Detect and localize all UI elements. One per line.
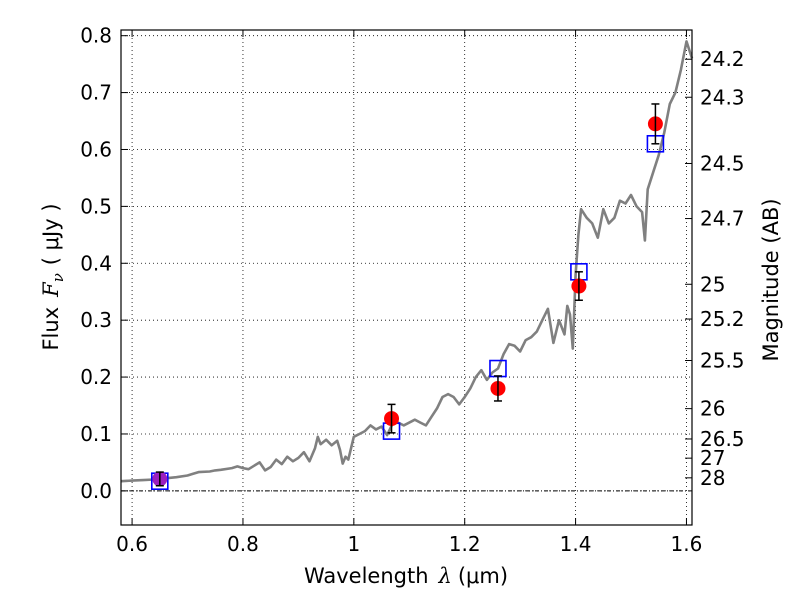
y-tick-label: 0.6 (80, 137, 112, 161)
x-tick-label: 1.4 (560, 532, 592, 556)
y-tick-label: 0.4 (80, 251, 112, 275)
y-axis-label: FluxFν( μJy ) (39, 203, 67, 350)
grid-lines (121, 30, 692, 525)
magnitude-tick-label: 26.5 (700, 427, 745, 451)
magnitude-tick-label: 24.5 (700, 151, 745, 175)
x-tick-labels: 0.6 0.8 1 1.2 1.4 1.6 (116, 532, 702, 556)
x-axis-label: Wavelength λ (μm) (304, 564, 508, 588)
x-tick-label: 1 (347, 532, 360, 556)
magnitude-tick-label: 28 (700, 466, 725, 490)
magnitude-tick-label: 24.7 (700, 207, 745, 231)
plot-frame (120, 29, 693, 526)
y-tick-label: 0.1 (80, 422, 112, 446)
model-photometry-series (151, 134, 665, 490)
x-tick-label: 0.6 (116, 532, 148, 556)
magnitude-tick-label: 25 (700, 272, 725, 296)
magnitude-tick-label: 25.2 (700, 307, 745, 331)
x-tick-label: 0.8 (227, 532, 259, 556)
observed-photometry-series (152, 103, 663, 487)
magnitude-tick-label: 24.2 (700, 47, 745, 71)
magnitude-tick-label: 26 (700, 397, 725, 421)
right-axis-label: Magnitude (AB) (759, 198, 783, 361)
axis-ticks (121, 30, 692, 525)
model-spectrum-line (120, 40, 694, 483)
x-tick-label: 1.2 (449, 532, 481, 556)
y-tick-label: 0.7 (80, 81, 112, 105)
y-tick-label: 0.8 (80, 24, 112, 48)
x-tick-label: 1.6 (671, 532, 703, 556)
model-spectrum-series (120, 40, 694, 483)
y-tick-label: 0.0 (80, 479, 112, 503)
y-tick-label: 0.2 (80, 365, 112, 389)
magnitude-tick-label: 27 (700, 446, 725, 470)
y-tick-label: 0.3 (80, 308, 112, 332)
y-tick-label: 0.5 (80, 194, 112, 218)
magnitude-tick-label: 24.3 (700, 85, 745, 109)
y-tick-labels: 0.0 0.1 0.2 0.3 0.4 0.5 0.6 0.7 0.8 (80, 24, 112, 503)
magnitude-tick-label: 25.5 (700, 349, 745, 373)
